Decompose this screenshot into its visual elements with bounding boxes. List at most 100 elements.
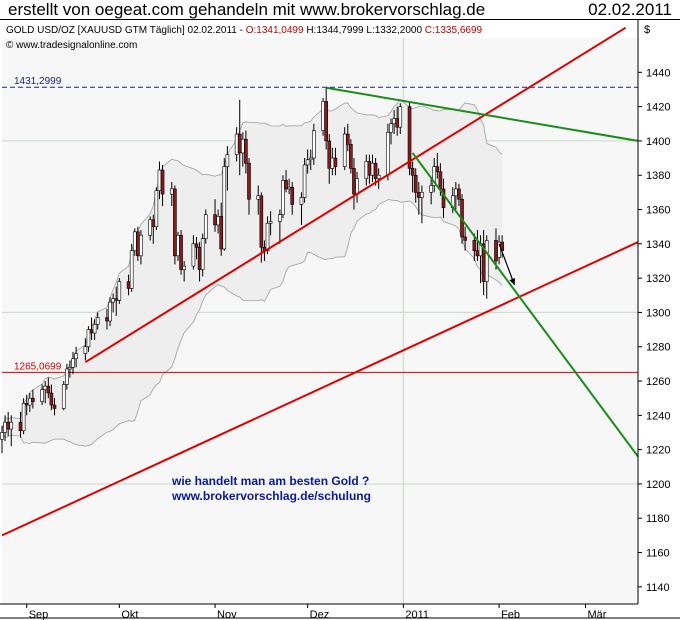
candle-body <box>43 385 48 390</box>
y-tick-label: 1380 <box>646 170 670 182</box>
candle-body <box>105 317 109 322</box>
trend-arrow-shaft <box>498 243 516 286</box>
candle-body <box>413 174 418 193</box>
candle-body <box>416 192 421 198</box>
y-tick-label: 1340 <box>646 239 670 251</box>
candle-body <box>83 346 88 354</box>
x-tick-label: Sep <box>29 609 49 620</box>
candle-body <box>173 188 177 257</box>
x-tick-label: Okt <box>121 609 138 620</box>
candle-body <box>151 219 156 227</box>
candle-body <box>157 169 162 191</box>
candle-body <box>284 180 288 190</box>
candle-body <box>61 384 66 409</box>
candle-body <box>65 368 69 385</box>
candle-body <box>367 161 372 176</box>
candle-body <box>475 250 480 257</box>
candle-body <box>6 421 10 430</box>
candle-body <box>441 188 446 209</box>
candle-body <box>179 234 183 270</box>
candle-body <box>52 404 57 409</box>
candle-body <box>31 397 35 402</box>
candle-body <box>432 166 437 186</box>
candle-body <box>438 171 443 190</box>
candle-body <box>132 231 137 251</box>
candle-body <box>389 123 393 133</box>
y-tick-label: 1360 <box>646 205 670 217</box>
candle-body <box>308 157 313 161</box>
candle-body <box>281 180 285 215</box>
trendline-support-upper <box>84 26 627 364</box>
candle-body <box>386 132 390 176</box>
candle-body <box>126 281 131 289</box>
annotation-line1: wie handelt man am besten Gold ? <box>171 474 369 488</box>
candle-body <box>333 157 338 167</box>
candle-body <box>129 250 134 289</box>
candle-body <box>71 358 75 368</box>
candle-body <box>345 133 350 145</box>
candle-body <box>410 168 415 176</box>
y-tick-label: 1440 <box>646 67 670 79</box>
header-divider <box>0 19 680 20</box>
y-tick-label: 1260 <box>646 376 670 388</box>
level-label: 1431,2999 <box>14 76 62 87</box>
candle-body <box>407 106 412 169</box>
candle-body <box>68 367 72 370</box>
y-tick-label: 1200 <box>646 479 670 491</box>
candle-body <box>287 186 291 190</box>
bollinger-band <box>1 98 503 447</box>
band-lower-line <box>1 199 503 447</box>
candle-body <box>27 397 32 406</box>
candle-body <box>302 164 307 198</box>
band-upper-line <box>1 98 503 433</box>
candle-body <box>398 106 403 128</box>
candle-body <box>222 166 227 250</box>
y-tick-label: 1220 <box>646 445 670 457</box>
candle-body <box>312 130 316 159</box>
candle-body <box>392 118 396 125</box>
candle-body <box>454 188 458 197</box>
candle-body <box>420 192 424 198</box>
candle-body <box>259 195 264 248</box>
candle-body <box>18 421 23 432</box>
candles <box>0 87 504 454</box>
candle-body <box>342 133 347 167</box>
candle-body <box>305 159 310 166</box>
candle-body <box>213 214 217 226</box>
trendline-resistance-steep <box>411 152 639 458</box>
copyright-text: © www.tradesignalonline.com <box>6 40 137 51</box>
candle-body <box>46 385 51 394</box>
x-tick-label: Mär <box>588 609 607 620</box>
candle-body <box>170 188 174 195</box>
trendline-resistance-upper <box>326 86 639 142</box>
y-tick-label: 1180 <box>646 513 670 525</box>
candle-body <box>290 186 295 205</box>
candle-body <box>176 234 180 257</box>
candle-body <box>237 133 242 154</box>
x-tick-label: Nov <box>217 609 237 620</box>
candle-body <box>278 214 282 222</box>
candle-body <box>355 178 359 195</box>
x-tick-label: 2011 <box>405 609 429 620</box>
candle-body <box>197 246 202 270</box>
y-tick-label: 1280 <box>646 342 670 354</box>
candle-body <box>136 231 140 257</box>
candle-body <box>216 216 220 226</box>
candle-body <box>244 138 248 164</box>
candle-body <box>74 353 78 360</box>
candle-body <box>327 140 332 169</box>
candle-body <box>114 298 119 301</box>
candle-body <box>299 197 304 205</box>
trendlines <box>1 26 639 537</box>
high-value: H:1344,7999 <box>306 25 364 36</box>
candle-body <box>364 161 369 179</box>
candle-body <box>139 234 143 257</box>
candle-body <box>111 298 115 303</box>
candle-body <box>117 281 122 301</box>
candle-body <box>395 118 399 128</box>
instrument-line: GOLD USD/OZ [XAUUSD GTM Täglich] 02.02.2… <box>6 25 483 36</box>
candle-body <box>40 389 44 402</box>
candle-body <box>148 219 152 236</box>
candle-body <box>108 301 112 322</box>
chart-header-date: 02.02.2011 <box>588 0 672 19</box>
